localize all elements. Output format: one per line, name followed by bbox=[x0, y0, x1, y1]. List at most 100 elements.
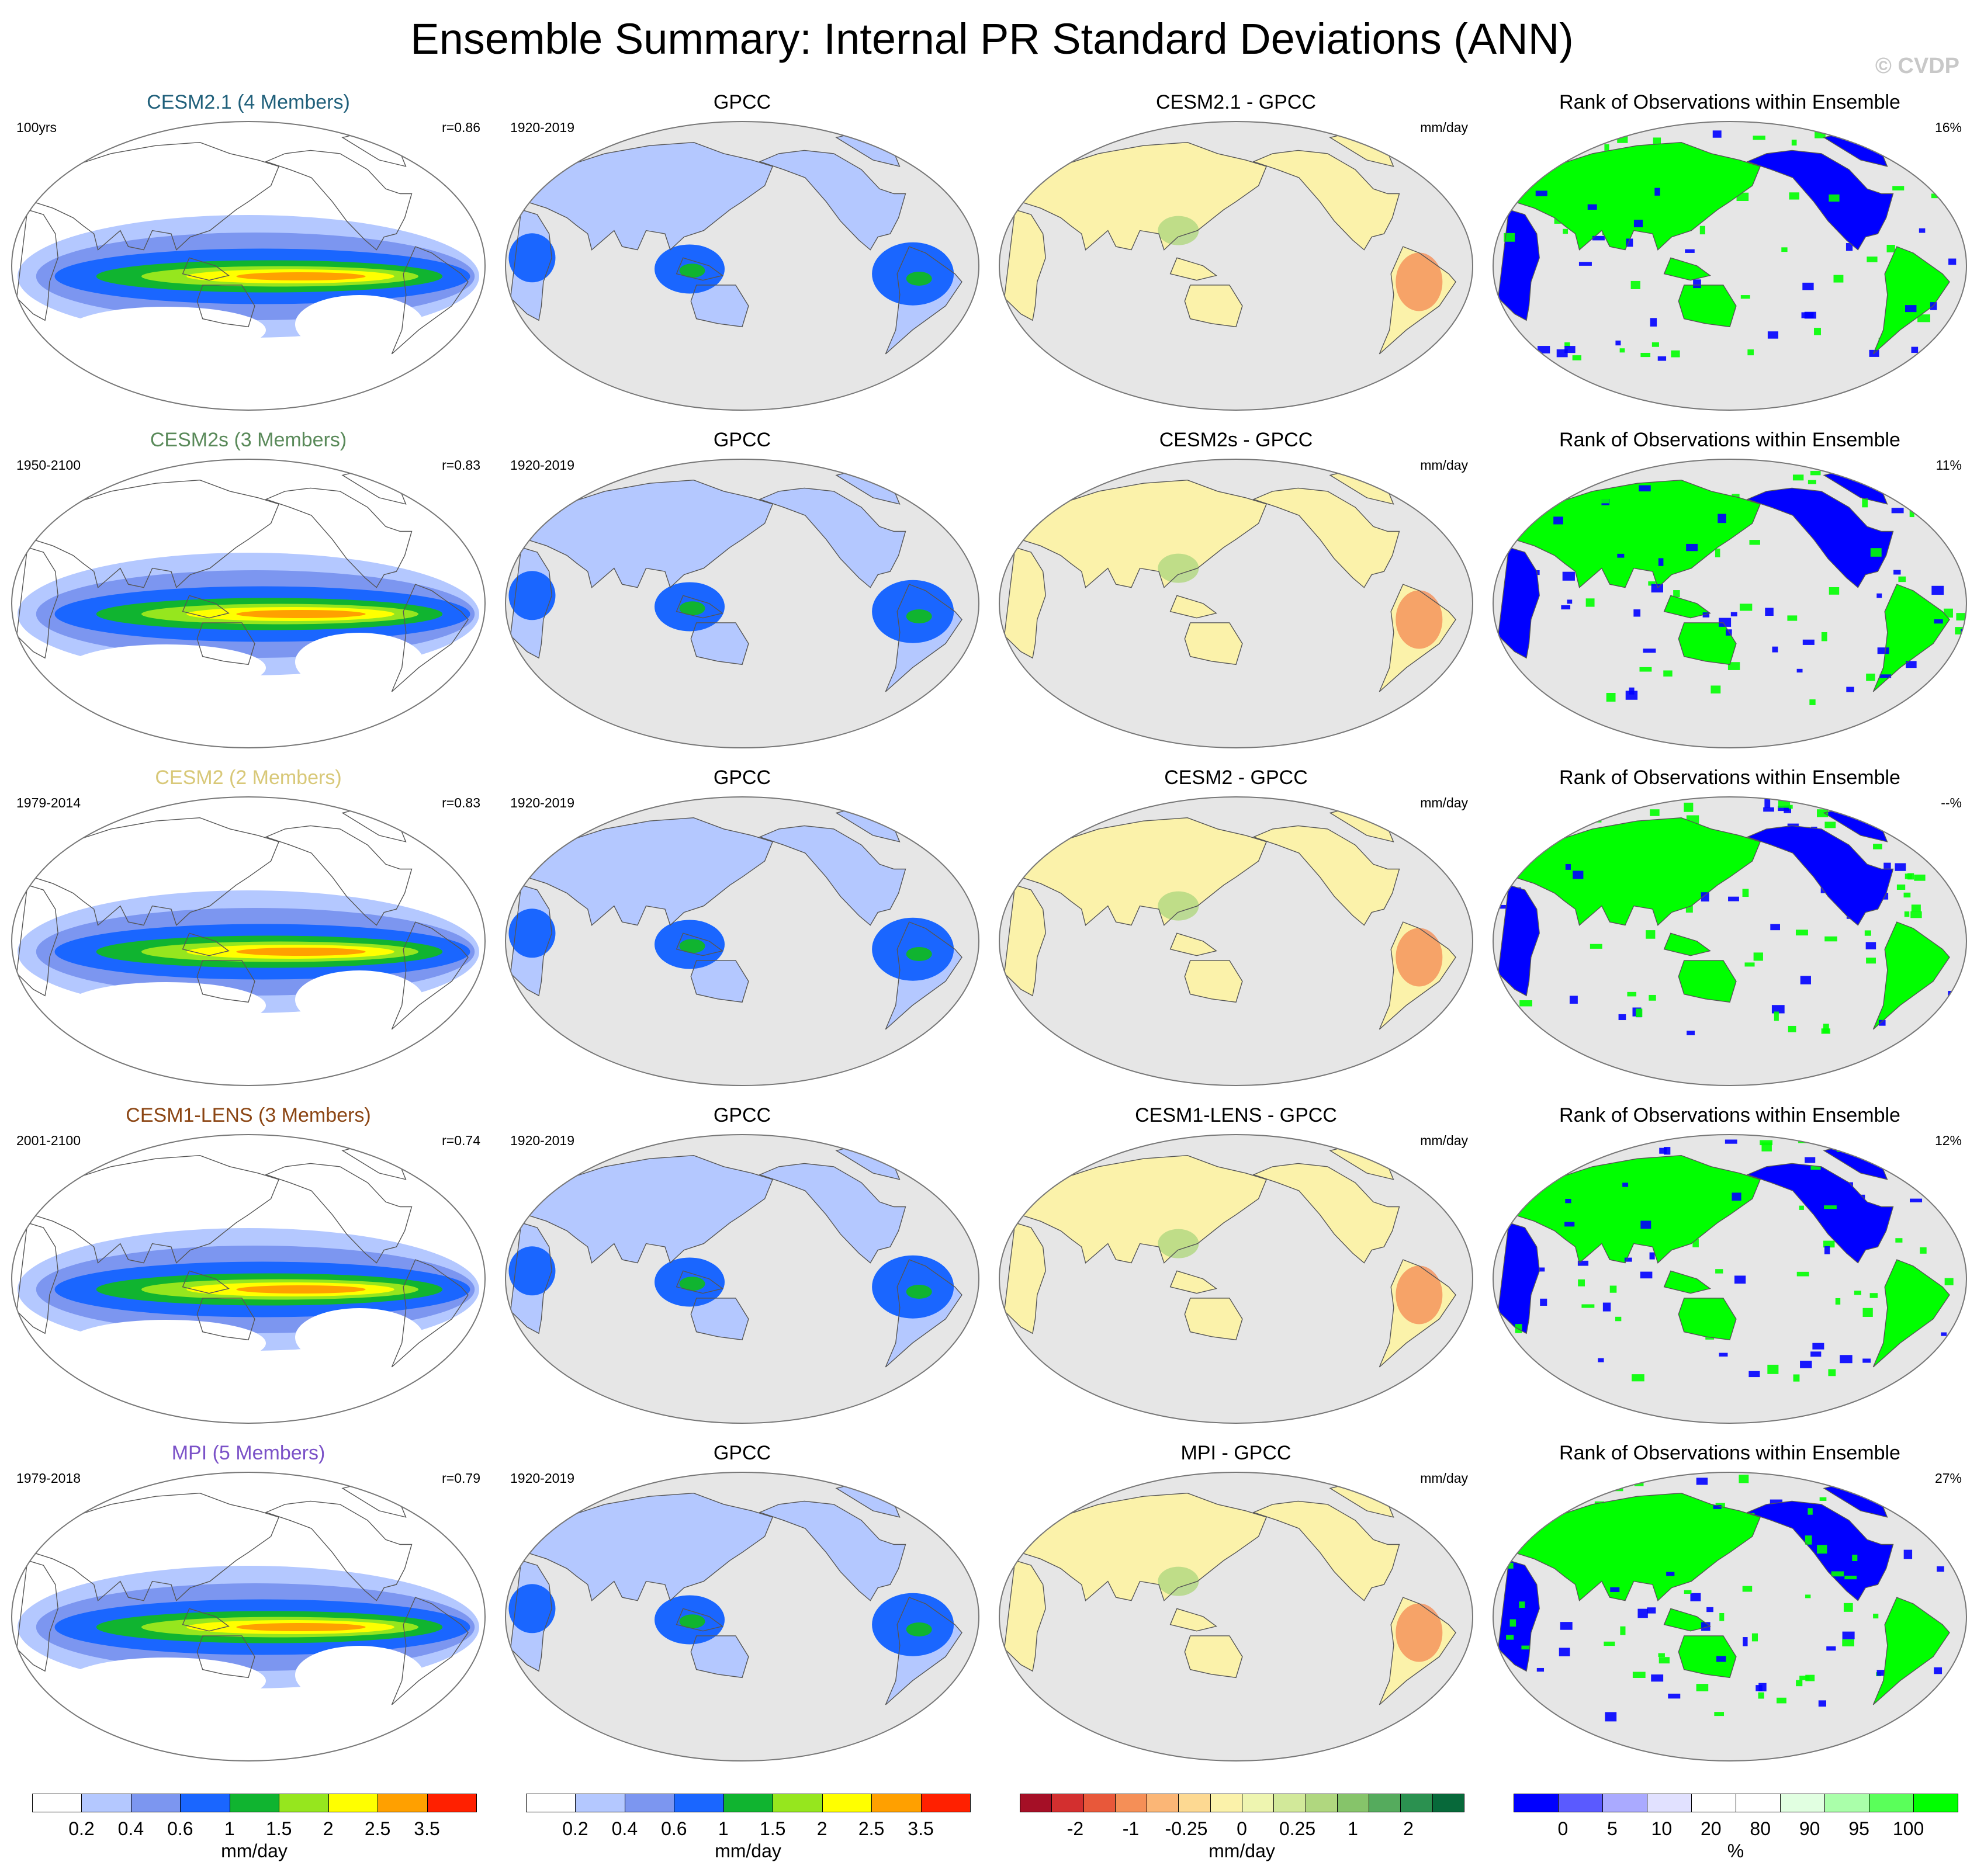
rank-cell bbox=[1561, 605, 1571, 610]
coastline bbox=[32, 1154, 280, 1264]
coastline bbox=[1003, 1559, 1046, 1672]
rank-cell bbox=[1564, 346, 1576, 353]
rank-cell bbox=[1801, 312, 1814, 318]
field-layer bbox=[1498, 471, 1966, 705]
colorbar-box bbox=[1114, 1794, 1148, 1812]
rank-cell bbox=[1605, 1712, 1617, 1722]
wet-region bbox=[508, 571, 556, 620]
rank-cell bbox=[1842, 1631, 1855, 1639]
land-rank bbox=[1678, 285, 1736, 327]
rank-cell bbox=[1696, 1684, 1709, 1691]
rank-cell bbox=[1787, 805, 1793, 809]
panel-rank: Rank of Observations within Ensemble 27% bbox=[1487, 1441, 1972, 1780]
coastlines bbox=[1497, 809, 1950, 1030]
rank-cell bbox=[1862, 1308, 1873, 1317]
panel-rank: Rank of Observations within Ensemble --% bbox=[1487, 766, 1972, 1105]
coastline bbox=[1746, 1500, 1894, 1601]
rank-cell bbox=[1640, 1220, 1651, 1229]
wet-core bbox=[906, 1622, 932, 1636]
coastline bbox=[265, 487, 413, 588]
rank-cell bbox=[1903, 892, 1911, 898]
rank-cell bbox=[1914, 874, 1926, 881]
rank-cell bbox=[1826, 1646, 1836, 1651]
rank-cell bbox=[1749, 540, 1760, 545]
coastline bbox=[1872, 246, 1950, 355]
rank-cell bbox=[1824, 821, 1836, 828]
rank-percent: 11% bbox=[1935, 457, 1962, 473]
globe-outline bbox=[999, 1134, 1473, 1424]
rank-cell bbox=[1792, 474, 1804, 481]
rank-title: Rank of Observations within Ensemble bbox=[1559, 767, 1900, 789]
rank-cell bbox=[1639, 667, 1652, 672]
globe-outline bbox=[505, 459, 979, 748]
coastline bbox=[265, 1500, 413, 1601]
obs-period: 1920-2019 bbox=[510, 1471, 574, 1486]
panel-obs: GPCC 1920-2019 bbox=[500, 428, 985, 767]
coastlines bbox=[510, 1485, 962, 1705]
rank-cell bbox=[1753, 952, 1763, 961]
land-diff bbox=[1185, 1635, 1242, 1678]
wet-core bbox=[679, 1614, 705, 1629]
coastline bbox=[16, 209, 58, 321]
rank-cell bbox=[1547, 524, 1557, 532]
rank-cell bbox=[1610, 1244, 1621, 1251]
colorbar-box bbox=[229, 1794, 280, 1812]
field-band bbox=[236, 272, 366, 280]
rank-cell bbox=[1526, 534, 1539, 542]
rank-cell bbox=[1668, 1693, 1681, 1699]
colorbar-tick-label: 3.5 bbox=[908, 1818, 934, 1839]
field-band bbox=[236, 948, 366, 956]
field-layer bbox=[1004, 134, 1456, 354]
land-rank bbox=[1498, 1222, 1540, 1334]
colorbar-tick-label: 1 bbox=[224, 1818, 235, 1839]
land-field bbox=[526, 1493, 773, 1601]
coastline bbox=[1872, 921, 1950, 1030]
rank-cell bbox=[1872, 1506, 1883, 1513]
rank-cell bbox=[1663, 1147, 1671, 1155]
rank-cell bbox=[1844, 1182, 1853, 1189]
rank-cell bbox=[1823, 1024, 1829, 1034]
coastline bbox=[1169, 1270, 1217, 1294]
rank-cell bbox=[1633, 609, 1641, 617]
land-field bbox=[691, 1635, 749, 1678]
coastline bbox=[885, 1259, 962, 1368]
rank-cell bbox=[1839, 136, 1844, 144]
rank-cell bbox=[1826, 1524, 1835, 1531]
rank-cell bbox=[1617, 553, 1625, 558]
rank-cell bbox=[1736, 192, 1749, 201]
rank-cell bbox=[1829, 587, 1840, 595]
rank-cell bbox=[1909, 1320, 1916, 1328]
rank-cell bbox=[1802, 639, 1815, 645]
colorbar-box bbox=[1432, 1794, 1464, 1812]
panel-rank: Rank of Observations within Ensemble 16% bbox=[1487, 91, 1972, 429]
colorbar-box bbox=[1210, 1794, 1242, 1812]
rank-cell bbox=[1770, 1499, 1783, 1506]
rank-cell bbox=[1882, 893, 1889, 900]
colorbar-unit: mm/day bbox=[221, 1840, 288, 1861]
colorbar-box bbox=[526, 1794, 576, 1812]
coastline bbox=[1379, 1259, 1456, 1368]
land-diff bbox=[1185, 960, 1242, 1003]
land-rank bbox=[1664, 1271, 1711, 1294]
colorbar-tick-label: 5 bbox=[1606, 1818, 1618, 1839]
colorbar-box bbox=[723, 1794, 774, 1812]
rank-cell bbox=[1810, 1351, 1822, 1357]
coastline bbox=[885, 921, 962, 1030]
coastline bbox=[690, 1298, 749, 1341]
model-title: CESM2 (2 Members) bbox=[155, 767, 342, 789]
panel-obs: GPCC 1920-2019 bbox=[500, 766, 985, 1105]
coastline bbox=[759, 150, 906, 251]
rank-cell bbox=[1835, 1298, 1841, 1305]
map-obs bbox=[505, 1472, 979, 1761]
dry-zone bbox=[67, 307, 266, 353]
rank-cell bbox=[1870, 548, 1882, 557]
globe-outline bbox=[999, 796, 1473, 1086]
rank-cell bbox=[1911, 346, 1919, 353]
field-layer bbox=[1498, 1138, 1954, 1382]
diff-positive bbox=[1158, 553, 1199, 583]
coastline bbox=[1252, 150, 1400, 251]
coastline bbox=[1184, 285, 1243, 328]
rank-cell bbox=[1862, 1358, 1871, 1363]
colorbar-tick-label: 95 bbox=[1848, 1818, 1869, 1839]
globe-outline bbox=[1493, 1134, 1967, 1424]
